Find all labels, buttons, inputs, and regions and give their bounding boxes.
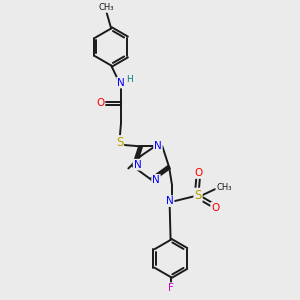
Text: O: O [211,203,220,213]
Text: N: N [117,77,125,88]
Text: O: O [96,98,104,108]
Text: N: N [166,196,174,206]
Text: N: N [154,141,162,152]
Text: N: N [152,175,160,185]
Text: N: N [134,160,141,170]
Text: O: O [194,168,202,178]
Text: H: H [127,75,134,84]
Text: F: F [168,283,173,293]
Text: S: S [194,189,202,202]
Text: CH₃: CH₃ [216,183,232,192]
Text: S: S [116,136,123,149]
Text: CH₃: CH₃ [98,3,114,12]
